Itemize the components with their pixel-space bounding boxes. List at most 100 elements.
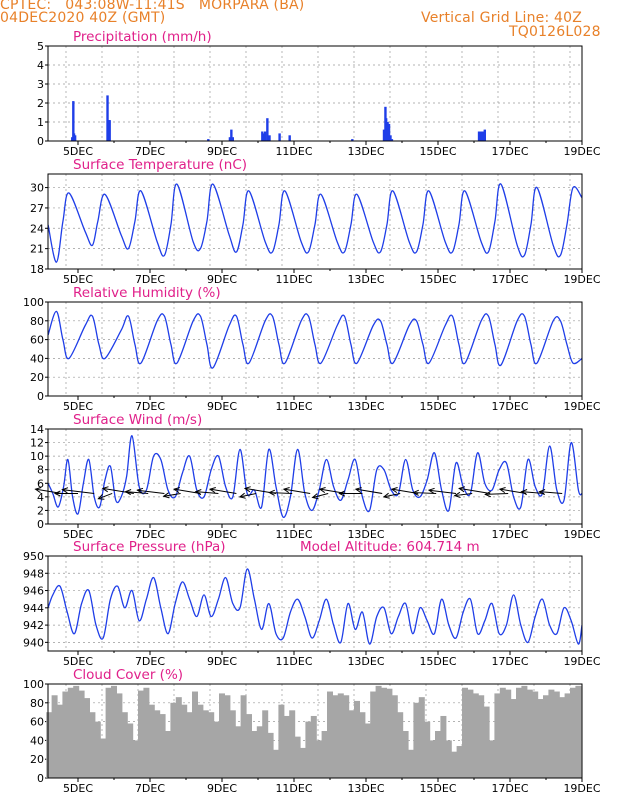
panel-6: Cloud Cover (%) 0 20 40 60 80 100 5DEC 7DEC 9DEC 1… [23,667,601,795]
cloud-bar [73,685,80,778]
wind-arrow-shaft [413,492,437,494]
cloud-bar [472,693,479,778]
cloud-bar [143,687,150,778]
panel-2: Surface Temperature (nC) 18 21 24 27 30 5DEC 7D… [30,157,601,286]
cloud-bar [229,710,236,778]
x-tick-label: 5DEC [63,400,93,413]
x-tick-label: 7DEC [135,528,165,541]
cloud-bar [224,695,231,778]
y-tick-label: 24 [30,222,44,235]
wind-arrow [53,490,78,497]
wind-arrow-shaft [98,492,113,500]
header-grid-note: Vertical Grid Line: 40Z [421,10,583,26]
wind-arrow-shaft [174,488,201,494]
x-tick-label: 19DEC [563,145,600,158]
x-tick-label: 13DEC [347,400,384,413]
cloud-bar [418,697,425,778]
cloud-bar [424,721,431,778]
precip-bar [106,95,109,141]
y-tick-label: 80 [30,315,44,328]
cloud-bar [370,691,377,778]
header-datetime: 04DEC2020 40Z (GMT) [0,10,166,26]
wind-arrow-head [194,489,202,496]
y-tick-label: 10 [30,450,44,463]
y-tick-label: 0 [37,135,44,148]
precip-bar [351,139,354,141]
cloud-bar [197,704,204,778]
wind-arrow-shaft [163,492,181,497]
panel-3: Relative Humidity (%) 0 20 40 60 80 100 5DEC 7DE… [23,285,601,413]
cloud-bar [397,712,404,778]
wind-arrow-shaft [62,489,95,494]
wind-arrow-head [427,487,435,494]
cloud-bar [127,723,134,778]
cloud-bar [559,697,566,778]
wind-arrow [498,487,527,494]
precip-bar [477,131,481,141]
cloud-bar [132,740,139,778]
wind-arrow-shaft [428,489,457,494]
precip-bar [386,122,389,141]
x-tick-label: 19DEC [563,655,600,668]
header-location: CPTEC: 043:08W-11:41S MORPARA (BA) [0,0,305,13]
cloud-bar [461,687,468,778]
x-tick-label: 15DEC [419,655,456,668]
wind-arrow [458,486,491,494]
wind-arrow-head [520,489,528,496]
cloud-bar [353,700,360,778]
cloud-bar [202,710,209,778]
cloud-bar [191,691,198,778]
wind-arrow-head [453,491,461,498]
precip-bar [266,118,269,141]
wind-arrow-head [338,490,346,497]
wind-arrow-head [382,492,390,499]
y-tick-label: 8 [37,464,44,477]
cloud-bar [208,712,215,778]
wind-arrow [97,492,113,500]
precip-bar [479,131,482,141]
wind-arrow-shaft [137,489,165,494]
cloud-bar [78,690,85,778]
cloud-bar [570,687,576,778]
cloud-bar [256,726,263,778]
cloud-bar [316,740,323,778]
wind-arrow [427,487,457,494]
cloud-bar [510,699,517,778]
cloud-bar [67,687,74,778]
wind-arrow [194,489,219,496]
cloud-bar [445,740,452,778]
x-tick-label: 5DEC [63,273,93,286]
x-tick-label: 9DEC [207,145,237,158]
x-tick-label: 5DEC [63,782,93,795]
panel-frame [47,45,583,142]
cloud-bar [267,732,274,778]
wind-arrow [61,487,95,494]
cloud-bar [154,710,161,778]
y-tick-label: 0 [37,772,44,785]
precip-bar [268,135,271,141]
y-tick-label: 5 [37,40,44,53]
precip-bar [278,133,281,141]
wind-arrow-shaft [459,487,491,494]
wind-arrow [268,489,293,496]
cloud-bar [542,695,549,778]
wind-arrow [282,487,311,494]
x-tick-label: 19DEC [563,273,600,286]
x-tick-label: 9DEC [207,782,237,795]
y-tick-label: 1 [37,116,44,129]
wind-arrow [136,487,165,494]
y-tick-label: 18 [30,263,44,276]
x-tick-label: 7DEC [135,145,165,158]
wind-arrow-head [136,487,144,494]
precip-bar [73,135,77,141]
panel-1: Precipitation (mm/h) 0 1 2 3 4 5 5DEC 7DEC 9DEC 11… [37,29,601,158]
wind-arrow-head [412,489,419,496]
y-tick-label: 20 [30,753,44,766]
wind-arrow [172,487,201,494]
cloud-bar [521,685,528,778]
cloud-bar [272,749,279,778]
wind-arrow-head [498,487,506,494]
x-tick-label: 15DEC [419,273,456,286]
cloud-bar [137,690,144,778]
